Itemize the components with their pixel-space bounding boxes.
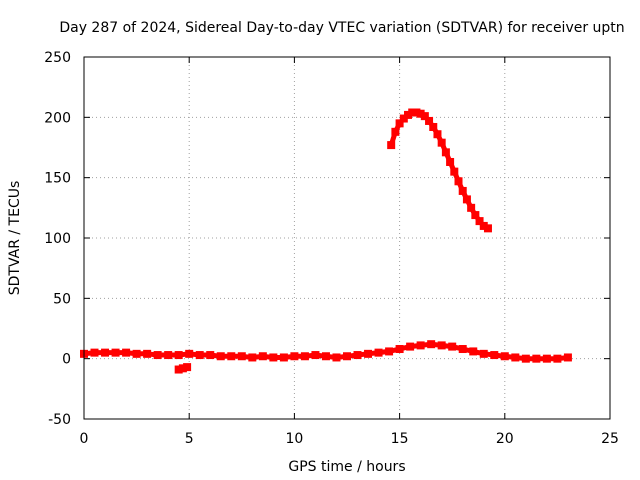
data-point — [395, 345, 404, 354]
data-point — [406, 342, 415, 351]
data-point — [563, 353, 572, 362]
data-point — [490, 351, 499, 360]
data-point — [206, 351, 215, 360]
data-point — [332, 353, 341, 362]
data-point — [258, 352, 267, 361]
data-point — [153, 351, 162, 360]
data-point — [467, 203, 476, 212]
y-tick-label: 0 — [62, 352, 71, 368]
data-point — [408, 108, 417, 117]
data-point — [412, 108, 421, 117]
data-point — [458, 186, 467, 195]
data-point — [143, 349, 152, 358]
data-point — [483, 224, 492, 233]
data-point — [300, 352, 309, 361]
data-point — [185, 349, 194, 358]
data-point — [269, 353, 278, 362]
data-point — [441, 148, 450, 157]
series-low-arc — [80, 340, 572, 363]
data-point — [353, 351, 362, 360]
data-point — [395, 119, 404, 128]
data-point — [227, 352, 236, 361]
data-point — [433, 130, 442, 139]
data-point — [290, 352, 299, 361]
data-point — [416, 341, 425, 350]
data-points — [80, 108, 572, 374]
data-point — [475, 217, 484, 226]
data-point — [479, 349, 488, 358]
x-axis-label: GPS time / hours — [288, 459, 405, 475]
data-point — [542, 354, 551, 363]
data-point — [521, 354, 530, 363]
data-point — [399, 114, 408, 123]
data-point — [420, 112, 429, 121]
y-tick-label: 50 — [53, 291, 71, 307]
data-point — [425, 116, 434, 125]
data-point — [195, 351, 204, 360]
data-point — [385, 347, 394, 356]
data-point — [90, 348, 99, 357]
data-point — [311, 351, 320, 360]
y-tick-label: 250 — [44, 50, 71, 66]
data-point — [364, 349, 373, 358]
data-point — [500, 352, 509, 361]
data-point — [462, 195, 471, 204]
chart-title: Day 287 of 2024, Sidereal Day-to-day VTE… — [59, 20, 624, 36]
data-point — [279, 353, 288, 362]
series-short-arc — [174, 363, 192, 374]
x-tick-label: 5 — [185, 431, 194, 447]
data-point — [183, 363, 192, 372]
data-point — [469, 347, 478, 356]
data-point — [511, 353, 520, 362]
data-point — [164, 351, 173, 360]
series-high-arc — [387, 108, 492, 233]
data-point — [248, 353, 257, 362]
ticks: 0 5 10 15 20 25 -50 0 50 100 150 200 250 — [44, 50, 619, 447]
data-point — [343, 352, 351, 361]
x-tick-label: 15 — [391, 431, 409, 447]
data-point — [553, 354, 562, 363]
data-point — [427, 340, 436, 349]
y-tick-label: -50 — [48, 412, 71, 428]
data-point — [450, 167, 459, 176]
grid — [84, 57, 610, 419]
x-tick-label: 25 — [601, 431, 619, 447]
data-point — [321, 352, 330, 361]
data-point — [122, 348, 131, 357]
data-point — [374, 348, 383, 357]
data-point — [387, 141, 396, 150]
y-tick-label: 150 — [44, 171, 71, 187]
data-point — [458, 345, 467, 354]
data-point — [132, 349, 141, 358]
data-point — [446, 157, 455, 166]
data-point — [454, 177, 463, 186]
data-point — [437, 138, 446, 147]
data-point — [429, 122, 438, 131]
data-point — [404, 110, 413, 119]
y-tick-label: 100 — [44, 231, 71, 247]
data-point — [416, 109, 425, 118]
data-point — [391, 127, 400, 136]
data-point — [216, 352, 225, 361]
data-point — [437, 341, 446, 350]
data-point — [471, 211, 480, 220]
plot-frame — [83, 56, 611, 420]
data-point — [111, 348, 120, 357]
x-tick-label: 20 — [496, 431, 514, 447]
data-point — [532, 354, 541, 363]
data-point — [178, 364, 187, 373]
data-point — [174, 365, 183, 374]
data-point — [448, 342, 457, 351]
y-tick-label: 200 — [44, 110, 71, 126]
x-tick-label: 10 — [285, 431, 303, 447]
y-axis-label: SDTVAR / TECUs — [7, 181, 23, 296]
data-point — [101, 348, 110, 357]
data-point — [237, 352, 246, 361]
data-point — [174, 351, 183, 360]
data-point — [479, 221, 488, 230]
x-tick-label: 0 — [80, 431, 89, 447]
